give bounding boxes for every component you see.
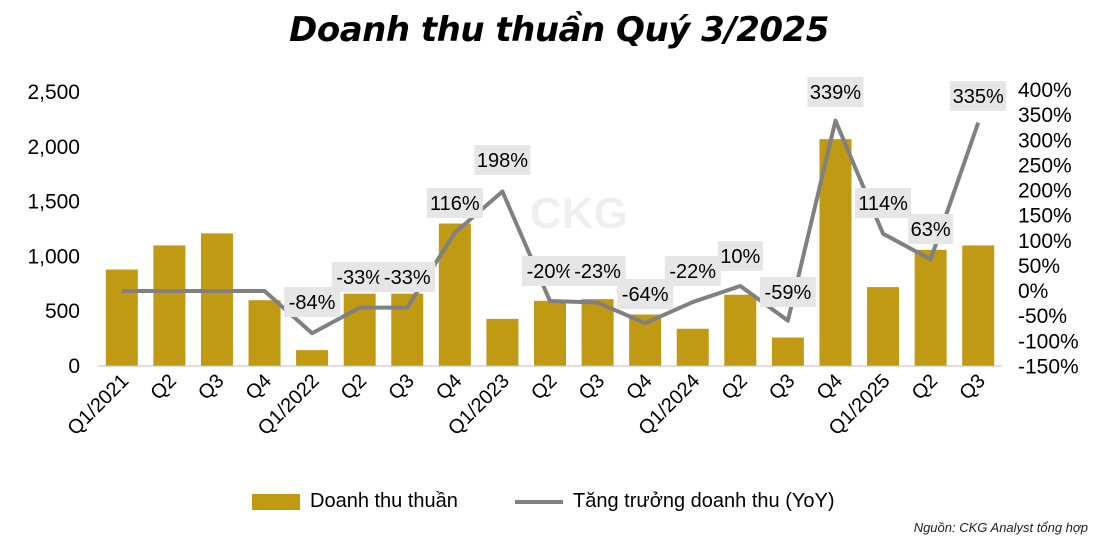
- bar: [676, 328, 709, 366]
- y-right-tick-label: 350%: [1018, 104, 1072, 127]
- data-label: -22%: [669, 261, 716, 283]
- data-label-bg: [284, 287, 341, 317]
- source-note: Nguồn: CKG Analyst tổng hợp: [913, 520, 1088, 535]
- y-right-tick-label: 200%: [1018, 180, 1072, 203]
- bar: [867, 287, 900, 366]
- watermark: CKG: [530, 189, 628, 238]
- data-label-bg: [855, 188, 912, 218]
- data-labels: -84%-33% -33%116%198%-20% -23%-64%-22%10%-…: [284, 77, 1007, 317]
- x-tick-label: Q2: [146, 370, 180, 404]
- data-label-bg: [474, 145, 531, 175]
- y-left-tick-label: 1,500: [27, 191, 80, 214]
- bar: [438, 223, 471, 366]
- data-label: 114%: [858, 193, 908, 215]
- data-label-bg: [717, 241, 763, 271]
- legend-swatch-bar: [252, 493, 300, 510]
- bar: [343, 293, 376, 366]
- line-series: [121, 118, 981, 336]
- data-label-bg: [426, 188, 483, 218]
- data-label-bg: [759, 277, 816, 307]
- y-left-tick-label: 2,500: [27, 81, 80, 104]
- y-right-tick-label: 150%: [1018, 205, 1072, 228]
- legend-item-bar: Doanh thu thuần: [252, 490, 458, 513]
- bar: [248, 300, 281, 366]
- x-tick-label: Q3: [765, 370, 799, 404]
- x-tick-label: Q3: [575, 370, 609, 404]
- bar: [724, 294, 757, 366]
- data-label: 339%: [810, 82, 861, 104]
- y-left-tick-label: 0: [68, 355, 80, 378]
- chart-title: Doanh thu thuần Quý 3/2025: [289, 10, 829, 50]
- y-axis-left: 2,500 2,000 1,500 1,000 500 0: [27, 81, 80, 378]
- legend-item-line: Tăng trưởng doanh thu (YoY): [515, 490, 834, 513]
- bar: [962, 245, 995, 366]
- bar: [771, 337, 804, 366]
- y-right-tick-label: 400%: [1018, 79, 1072, 102]
- bar-series: [98, 139, 1002, 367]
- y-left-tick-label: 1,000: [27, 245, 80, 268]
- x-tick-label: Q2: [527, 370, 561, 404]
- x-tick-label: Q4: [242, 370, 276, 404]
- bar: [200, 233, 233, 366]
- data-label-bg: [522, 256, 578, 286]
- data-label: -84%: [289, 292, 336, 314]
- data-label: -33%: [384, 267, 431, 289]
- data-label-bg: [569, 256, 626, 286]
- x-tick-label: Q1/2021: [64, 370, 134, 440]
- bar: [296, 350, 329, 366]
- y-right-tick-label: 250%: [1018, 154, 1072, 177]
- y-left-tick-label: 2,000: [27, 136, 80, 159]
- data-label: 335%: [953, 86, 1004, 108]
- x-tick-label: Q3: [955, 370, 989, 404]
- data-label-bg: [331, 262, 388, 292]
- data-label: -64%: [622, 284, 669, 306]
- y-right-tick-label: 50%: [1018, 255, 1060, 278]
- bar: [819, 139, 852, 366]
- y-left-tick-label: 500: [45, 300, 80, 323]
- data-label: 116%: [430, 193, 480, 215]
- data-label-bg: [950, 81, 1007, 111]
- bar: [486, 318, 519, 366]
- data-label-bg: [379, 262, 436, 292]
- data-label-bg: [807, 77, 864, 107]
- data-label: 198%: [477, 150, 528, 172]
- data-label: -59%: [765, 282, 812, 304]
- data-label: -20%: [527, 261, 574, 283]
- legend-swatch-line: [515, 499, 563, 504]
- y-right-tick-label: 0%: [1018, 280, 1048, 303]
- data-label-bg: [664, 256, 721, 286]
- legend-label-line: Tăng trưởng doanh thu (YoY): [573, 490, 835, 512]
- data-label: -23%: [574, 261, 621, 283]
- x-tick-label: Q2: [908, 370, 942, 404]
- bar: [105, 269, 138, 366]
- bar: [914, 249, 947, 366]
- data-label: 63%: [911, 219, 951, 241]
- data-label: -33%: [336, 267, 383, 289]
- legend-label-bar: Doanh thu thuần: [310, 490, 458, 512]
- x-tick-label: Q4: [622, 370, 656, 404]
- x-tick-label: Q2: [717, 370, 751, 404]
- x-tick-label: Q3: [194, 370, 228, 404]
- y-right-tick-label: 300%: [1018, 129, 1072, 152]
- data-label-bg: [617, 279, 674, 309]
- y-right-tick-label: -150%: [1018, 355, 1079, 378]
- bar: [581, 299, 614, 366]
- y-right-tick-label: 100%: [1018, 230, 1072, 253]
- bar: [153, 245, 186, 366]
- y-right-tick-label: -100%: [1018, 330, 1079, 353]
- data-label: 10%: [720, 246, 760, 268]
- data-label-bg: [908, 214, 954, 244]
- y-axis-right: 400%350%300%250% 200%150%100%50%0%-50%-10…: [1018, 79, 1079, 378]
- bar: [534, 300, 566, 366]
- x-tick-label: Q4: [432, 370, 466, 404]
- x-tick-label: Q4: [813, 370, 847, 404]
- y-right-tick-label: -50%: [1018, 305, 1067, 328]
- x-tick-label: Q3: [384, 370, 418, 404]
- x-tick-label: Q2: [337, 370, 371, 404]
